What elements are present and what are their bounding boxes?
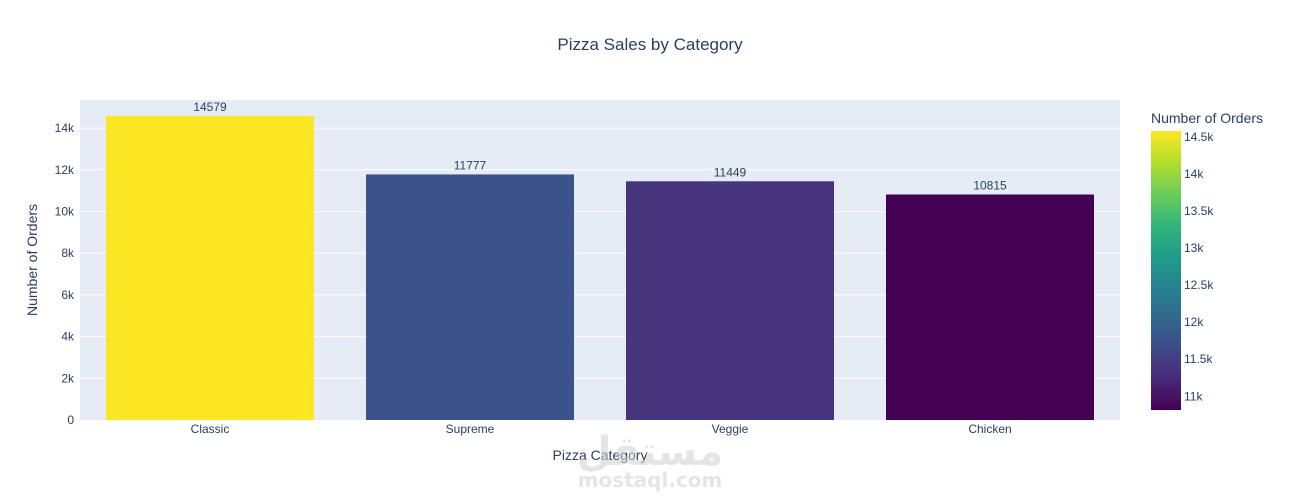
- colorbar: [1151, 131, 1181, 410]
- bar-value-label: 14579: [193, 100, 227, 114]
- colorbar-tick-label: 11k: [1184, 389, 1203, 403]
- y-tick-label: 12k: [55, 163, 75, 177]
- x-tick-label: Chicken: [968, 422, 1011, 436]
- bar-value-label: 11449: [714, 165, 747, 179]
- x-tick-label: Veggie: [712, 422, 749, 436]
- y-tick-label: 14k: [55, 121, 75, 135]
- x-axis-ticks: Classic Supreme Veggie Chicken: [191, 422, 1012, 436]
- colorbar-tick-label: 13.5k: [1184, 204, 1214, 218]
- x-tick-label: Classic: [191, 422, 230, 436]
- bar-value-label: 11777: [454, 158, 487, 172]
- bar-supreme: [366, 174, 574, 420]
- bars: 14579 11777 11449 10815: [106, 100, 1094, 420]
- bar-veggie: [626, 181, 834, 420]
- bar-chicken: [886, 194, 1094, 420]
- colorbar-tick-label: 12.5k: [1184, 278, 1214, 292]
- colorbar-tick-label: 14.5k: [1184, 130, 1214, 144]
- bar-classic: [106, 116, 314, 420]
- chart-title: Pizza Sales by Category: [557, 35, 743, 54]
- colorbar-tick-label: 14k: [1184, 167, 1204, 181]
- y-axis-ticks: 0 2k 4k 6k 8k 10k 12k 14k: [55, 121, 75, 427]
- y-tick-label: 0: [67, 413, 74, 427]
- colorbar-title: Number of Orders: [1151, 110, 1263, 126]
- colorbar-tick-label: 13k: [1184, 241, 1204, 255]
- watermark-latin: mostaql.com: [578, 468, 723, 492]
- watermark: مستقل mostaql.com: [577, 429, 723, 492]
- colorbar-ticks: 11k 11.5k 12k 12.5k 13k 13.5k 14k 14.5k: [1184, 130, 1214, 403]
- colorbar-tick-label: 12k: [1184, 315, 1204, 329]
- y-tick-label: 4k: [61, 330, 75, 344]
- x-tick-label: Supreme: [446, 422, 495, 436]
- colorbar-tick-label: 11.5k: [1184, 352, 1213, 366]
- watermark-arabic: مستقل: [577, 429, 723, 475]
- y-axis-title: Number of Orders: [24, 204, 40, 316]
- y-tick-label: 6k: [61, 288, 75, 302]
- bar-value-label: 10815: [973, 178, 1007, 192]
- y-tick-label: 10k: [55, 204, 75, 218]
- y-tick-label: 8k: [61, 246, 75, 260]
- y-tick-label: 2k: [61, 371, 75, 385]
- x-axis-title: Pizza Category: [553, 447, 648, 463]
